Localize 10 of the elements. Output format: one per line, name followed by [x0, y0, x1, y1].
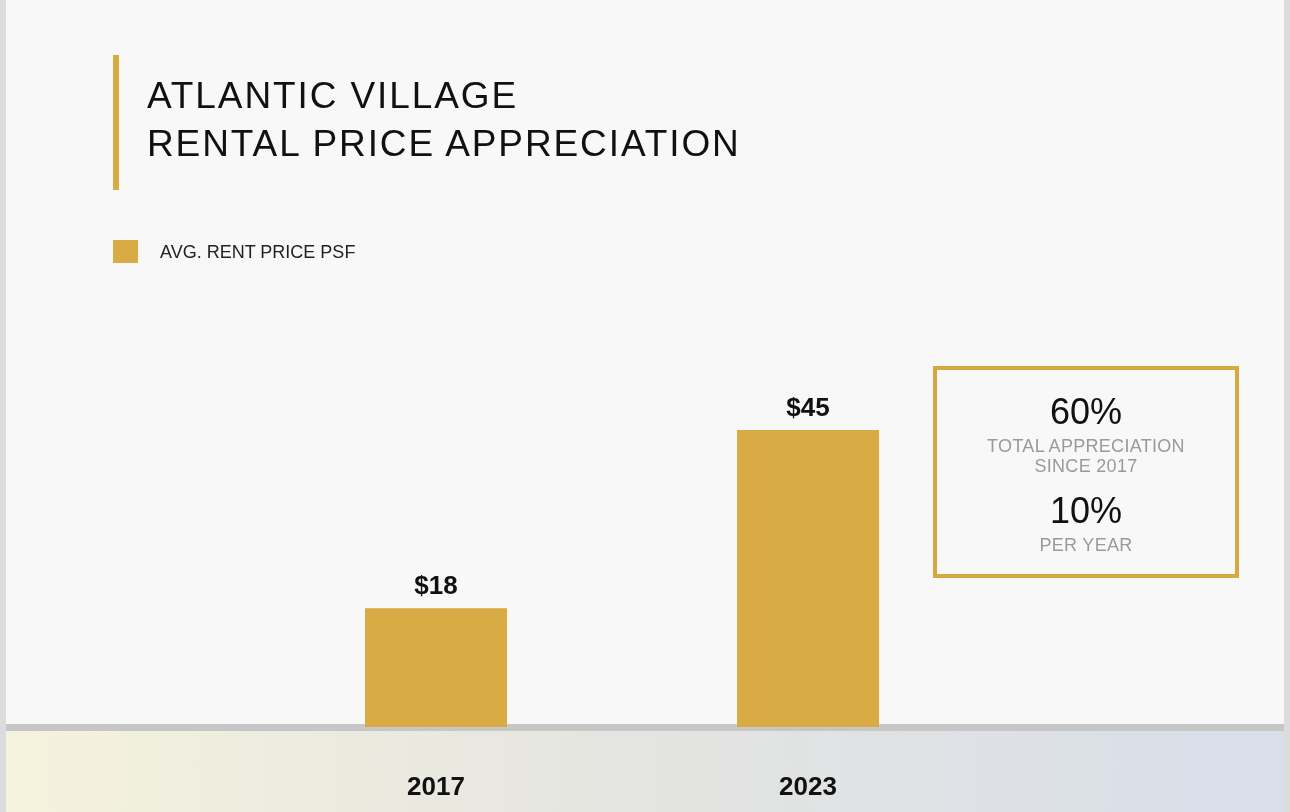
chart-title: ATLANTIC VILLAGE RENTAL PRICE APPRECIATION — [147, 75, 741, 164]
annotation: 60% — [1049, 391, 1123, 432]
x-tick-label: 2017 — [407, 771, 465, 801]
data-label: $45 — [786, 392, 830, 422]
data-label: $18 — [414, 570, 458, 601]
annotation: TOTAL APPRECIATION SINCE 2017 — [987, 436, 1185, 476]
annotation: 10% — [1049, 490, 1123, 531]
legend-label: AVG. RENT PRICE PSF — [160, 242, 356, 262]
annotation: PER YEAR — [1039, 535, 1133, 555]
x-tick-label: 2023 — [779, 771, 837, 801]
